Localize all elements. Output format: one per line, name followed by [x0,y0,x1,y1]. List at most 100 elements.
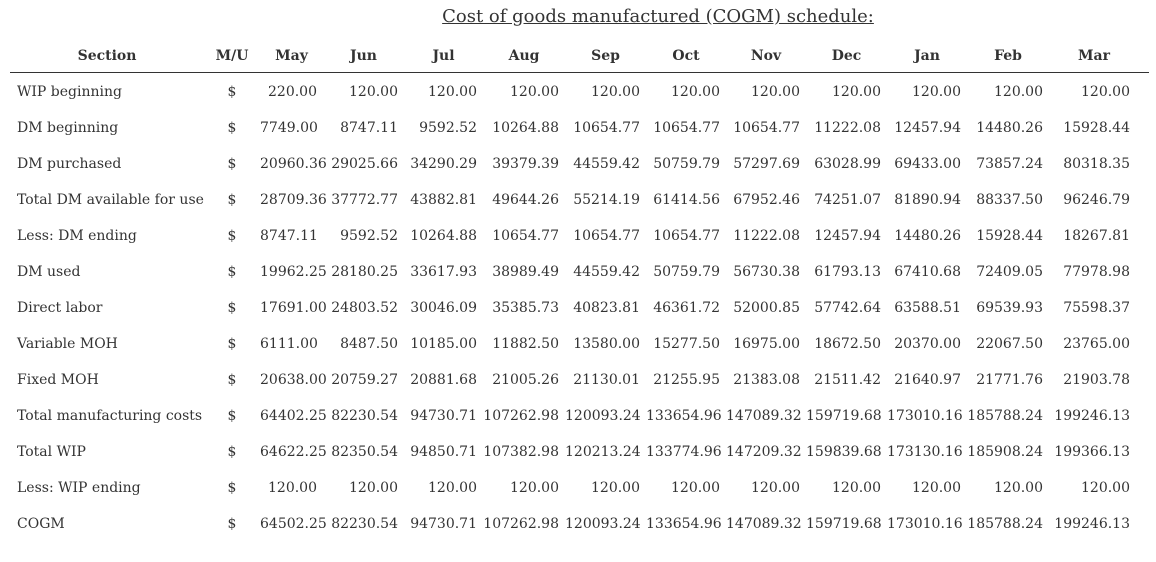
value-cell: 94850.71 [410,444,477,460]
value-cell: 15928.44 [1063,120,1130,136]
header-row: Section M/U May Jun Jul Aug Sep Oct Nov … [10,40,1149,73]
value-cell: 63028.99 [814,156,881,172]
row-label: Variable MOH [17,336,118,352]
value-cell: 28709.36 [260,192,327,208]
table-row: Total WIP $64622.25 82350.54 94850.71 107382… [10,434,1149,470]
value-cell: 67410.68 [894,264,961,280]
value-cell: 21383.08 [733,372,800,388]
value-cell: 120.00 [751,480,800,496]
table-row: Less: DM ending $8747.11 9592.52 10264.88 10… [10,218,1149,254]
row-label: Less: DM ending [17,228,137,244]
value-cell: 8747.11 [340,120,398,136]
value-cell: 52000.85 [733,300,800,316]
value-cell: 96246.79 [1063,192,1130,208]
value-cell: 12457.94 [894,120,961,136]
table-row: Total DM available for use $28709.36 37772… [10,182,1149,218]
value-cell: 120.00 [349,83,398,100]
value-cell: 40823.81 [573,300,640,316]
value-cell: 199366.13 [1054,444,1130,460]
value-cell: 34290.29 [410,156,477,172]
value-cell: 14480.26 [894,228,961,244]
value-cell: 82350.54 [331,444,398,460]
value-cell: 69539.93 [976,300,1043,316]
row-unit: $ [227,300,237,316]
column-header-jul: Jul [404,40,483,73]
value-cell: 24803.52 [331,300,398,316]
value-cell: 61793.13 [814,264,881,280]
value-cell: 120.00 [994,83,1043,100]
value-cell: 120.00 [591,480,640,496]
value-cell: 185788.24 [967,408,1043,424]
table-row: Less: WIP ending $120.00 120.00 120.00 120.0… [10,470,1149,506]
column-header-oct: Oct [646,40,726,73]
value-cell: 18672.50 [814,336,881,352]
row-unit: $ [227,516,237,532]
value-cell: 21511.42 [814,372,881,388]
table-row: Fixed MOH $20638.00 20759.27 20881.68 21005.… [10,362,1149,398]
row-unit: $ [227,408,237,424]
row-label: DM used [17,264,81,280]
value-cell: 15277.50 [653,336,720,352]
value-cell: 15928.44 [976,228,1043,244]
value-cell: 21771.76 [976,372,1043,388]
table-row: DM beginning $7749.00 8747.11 9592.52 10264.… [10,110,1149,146]
table-row: WIP beginning $220.00 120.00 120.00 120.00 12… [10,73,1149,111]
value-cell: 11222.08 [733,228,800,244]
value-cell: 120.00 [1081,480,1130,496]
value-cell: 10654.77 [653,120,720,136]
value-cell: 199246.13 [1054,516,1130,532]
value-cell: 46361.72 [653,300,720,316]
value-cell: 18267.81 [1063,228,1130,244]
value-cell: 107262.98 [483,516,559,532]
value-cell: 11882.50 [492,336,559,352]
value-cell: 20638.00 [260,372,327,388]
value-cell: 64402.25 [260,408,327,424]
value-cell: 6111.00 [260,336,318,352]
value-cell: 30046.09 [410,300,477,316]
row-label: Direct labor [17,300,103,316]
value-cell: 55214.19 [573,192,640,208]
value-cell: 77978.98 [1063,264,1130,280]
column-header-sep: Sep [565,40,646,73]
value-cell: 9592.52 [340,228,398,244]
value-cell: 120.00 [428,480,477,496]
table-row: DM used $19962.25 28180.25 33617.93 38989.49… [10,254,1149,290]
row-unit: $ [227,480,237,496]
value-cell: 94730.71 [410,516,477,532]
table-row: Variable MOH $6111.00 8487.50 10185.00 11882… [10,326,1149,362]
value-cell: 21130.01 [573,372,640,388]
value-cell: 38989.49 [492,264,559,280]
value-cell: 20759.27 [331,372,398,388]
value-cell: 10654.77 [492,228,559,244]
value-cell: 33617.93 [410,264,477,280]
value-cell: 81890.94 [894,192,961,208]
table-row: Total manufacturing costs $64402.25 82230.… [10,398,1149,434]
value-cell: 159719.68 [806,408,882,424]
value-cell: 49644.26 [492,192,559,208]
value-cell: 29025.66 [331,156,398,172]
row-unit: $ [227,156,237,172]
column-header-aug: Aug [483,40,565,73]
row-unit: $ [227,120,237,136]
value-cell: 120.00 [912,83,961,100]
value-cell: 17691.00 [260,300,327,316]
value-cell: 28180.25 [331,264,398,280]
value-cell: 10654.77 [733,120,800,136]
column-header-mar: Mar [1049,40,1149,73]
table-row: DM purchased $20960.36 29025.66 34290.29 393… [10,146,1149,182]
value-cell: 120.00 [349,480,398,496]
value-cell: 133774.96 [646,444,722,460]
value-cell: 44559.42 [573,156,640,172]
column-header-dec: Dec [806,40,887,73]
value-cell: 20881.68 [410,372,477,388]
column-header-may: May [260,40,323,73]
value-cell: 19962.25 [260,264,327,280]
row-label: DM purchased [17,156,122,172]
value-cell: 107382.98 [483,444,559,460]
value-cell: 21255.95 [653,372,720,388]
value-cell: 43882.81 [410,192,477,208]
row-unit: $ [227,372,237,388]
value-cell: 12457.94 [814,228,881,244]
value-cell: 120.00 [671,480,720,496]
value-cell: 147089.32 [726,516,802,532]
